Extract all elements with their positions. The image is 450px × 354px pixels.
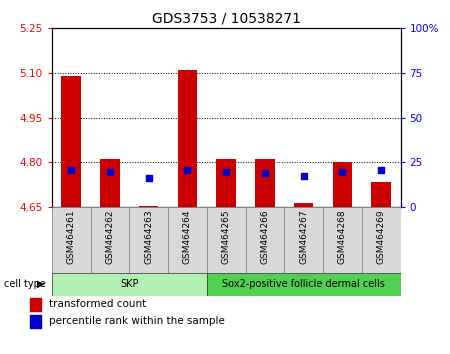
Bar	[90, 207, 129, 273]
Bar	[246, 207, 284, 273]
Bar	[371, 182, 391, 207]
Bar	[284, 207, 323, 273]
Bar	[139, 206, 158, 207]
Text: cell type: cell type	[4, 279, 46, 289]
Text: percentile rank within the sample: percentile rank within the sample	[50, 316, 225, 326]
Text: ▶: ▶	[37, 279, 45, 289]
Text: Sox2-positive follicle dermal cells: Sox2-positive follicle dermal cells	[222, 279, 385, 289]
Text: GSM464262: GSM464262	[105, 209, 114, 264]
Title: GDS3753 / 10538271: GDS3753 / 10538271	[152, 12, 301, 26]
Bar	[333, 162, 352, 207]
Bar	[178, 70, 197, 207]
Bar	[52, 207, 90, 273]
Bar	[294, 202, 313, 207]
Bar	[100, 159, 120, 207]
Text: GSM464261: GSM464261	[67, 209, 76, 264]
Text: GSM464269: GSM464269	[377, 209, 386, 264]
Text: GSM464268: GSM464268	[338, 209, 347, 264]
Bar	[207, 207, 246, 273]
Text: GSM464263: GSM464263	[144, 209, 153, 264]
Bar	[129, 207, 168, 273]
Bar	[323, 207, 362, 273]
Text: GSM464267: GSM464267	[299, 209, 308, 264]
Bar	[168, 207, 207, 273]
Bar	[62, 76, 81, 207]
Text: GSM464266: GSM464266	[261, 209, 270, 264]
Text: GSM464264: GSM464264	[183, 209, 192, 264]
Bar	[31, 298, 41, 311]
Bar	[31, 315, 41, 327]
Bar	[362, 207, 400, 273]
Bar	[255, 159, 274, 207]
Bar	[52, 273, 207, 296]
Text: transformed count: transformed count	[50, 299, 147, 309]
Text: SKP: SKP	[120, 279, 139, 289]
Bar	[207, 273, 400, 296]
Bar	[216, 159, 236, 207]
Text: GSM464265: GSM464265	[221, 209, 230, 264]
